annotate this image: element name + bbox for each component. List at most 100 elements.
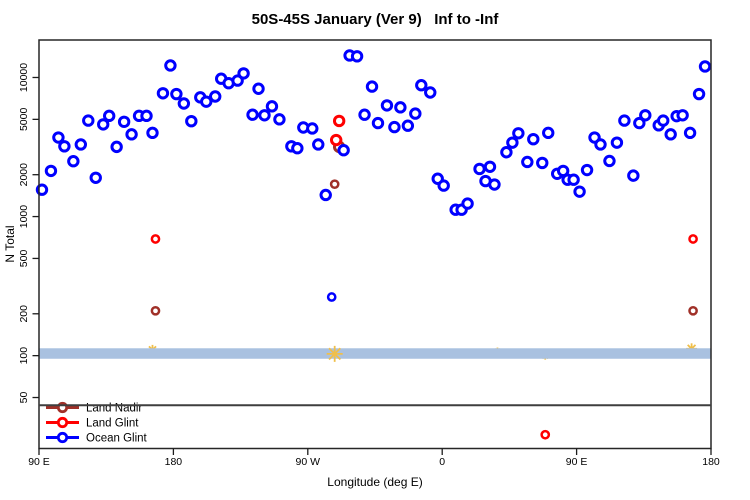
x-tick-label: 180 [702, 456, 720, 468]
data-point [610, 136, 624, 149]
data-point [44, 164, 58, 178]
data-point [627, 169, 640, 182]
data-point [177, 97, 191, 110]
data-point [358, 108, 371, 121]
data-point [603, 154, 616, 168]
data-point [82, 114, 95, 127]
data-point [265, 100, 279, 113]
data-point [415, 79, 428, 92]
data-point [337, 144, 350, 157]
data-point [329, 179, 340, 190]
x-tick-label: 90 W [296, 456, 321, 468]
legend-marker [56, 431, 69, 444]
data-point [692, 87, 706, 101]
data-point [698, 60, 712, 73]
data-point [401, 119, 415, 132]
data-point [512, 127, 525, 140]
data-point [488, 178, 501, 191]
data-point [200, 95, 213, 108]
y-tick-label: 500 [18, 250, 30, 268]
legend-marker [56, 416, 69, 429]
y-tick-label: 5000 [18, 108, 30, 132]
legend-label: Land Glint [86, 418, 139, 430]
legend-item-ocean-glint: Ocean Glint [46, 431, 148, 445]
data-point [424, 86, 437, 99]
data-point [97, 118, 110, 131]
chart-title: 50S-45S January (Ver 9) Inf to -Inf [251, 11, 499, 28]
data-point [580, 163, 594, 177]
flag-asterisk [326, 345, 343, 362]
y-tick-label: 50 [18, 392, 30, 404]
series-ocean-glint-points [35, 49, 712, 302]
y-tick-label: 1000 [18, 205, 30, 229]
data-point [676, 109, 689, 122]
series-land-glint-points [150, 114, 698, 440]
data-point [237, 67, 250, 80]
data-point [380, 99, 394, 112]
data-point [350, 50, 364, 63]
data-point [388, 120, 401, 134]
legend-item-land-glint: Land Glint [46, 416, 139, 430]
data-point [461, 197, 474, 210]
y-tick-label: 2000 [18, 163, 30, 187]
data-point [117, 115, 131, 129]
data-point [140, 109, 153, 123]
y-tick-label: 100 [18, 347, 30, 365]
data-point [102, 109, 116, 123]
data-point [52, 131, 65, 144]
data-point [437, 179, 450, 192]
data-point [639, 109, 652, 122]
data-point [146, 126, 159, 140]
y-tick-label: 10000 [18, 63, 30, 92]
data-point [540, 429, 551, 440]
data-point [326, 292, 337, 302]
data-point [618, 114, 631, 127]
data-point [483, 160, 497, 173]
y-axis-title: N Total [3, 225, 17, 263]
data-point [473, 162, 486, 176]
data-point [246, 108, 259, 121]
x-axis-title: Longitude (deg E) [327, 475, 423, 489]
data-point [542, 126, 555, 140]
data-point [58, 140, 71, 153]
data-point [150, 234, 161, 244]
data-point [164, 59, 177, 72]
data-point [573, 185, 586, 198]
data-point [319, 188, 332, 202]
data-point [306, 122, 319, 135]
flagged-points-front [326, 345, 343, 362]
data-point [89, 171, 102, 184]
data-point [688, 234, 698, 244]
data-point [185, 114, 198, 128]
data-point [371, 116, 385, 130]
plot-box [38, 39, 712, 450]
data-point [150, 305, 161, 316]
data-point [594, 138, 607, 151]
data-point [633, 116, 646, 130]
data-point [365, 80, 379, 93]
legend-label: Ocean Glint [86, 433, 148, 445]
data-point [688, 305, 698, 316]
data-point [312, 138, 325, 151]
data-point [170, 87, 183, 101]
data-point [664, 128, 677, 141]
data-point [657, 114, 670, 127]
x-tick-label: 180 [165, 456, 183, 468]
data-point [291, 142, 304, 155]
data-point [527, 132, 540, 146]
data-point [110, 140, 123, 154]
data-point [506, 136, 519, 149]
data-point [500, 146, 513, 159]
y-axis: 50 100 200 500 1000 2000 5000 10000 [18, 63, 39, 404]
y-tick-label: 200 [18, 305, 30, 323]
data-point [521, 155, 534, 169]
data-point [394, 101, 407, 114]
data-point [125, 128, 138, 141]
data-point [273, 113, 286, 126]
data-point [683, 126, 697, 140]
data-point [258, 109, 271, 122]
data-point [156, 87, 170, 100]
data-point [409, 107, 422, 120]
